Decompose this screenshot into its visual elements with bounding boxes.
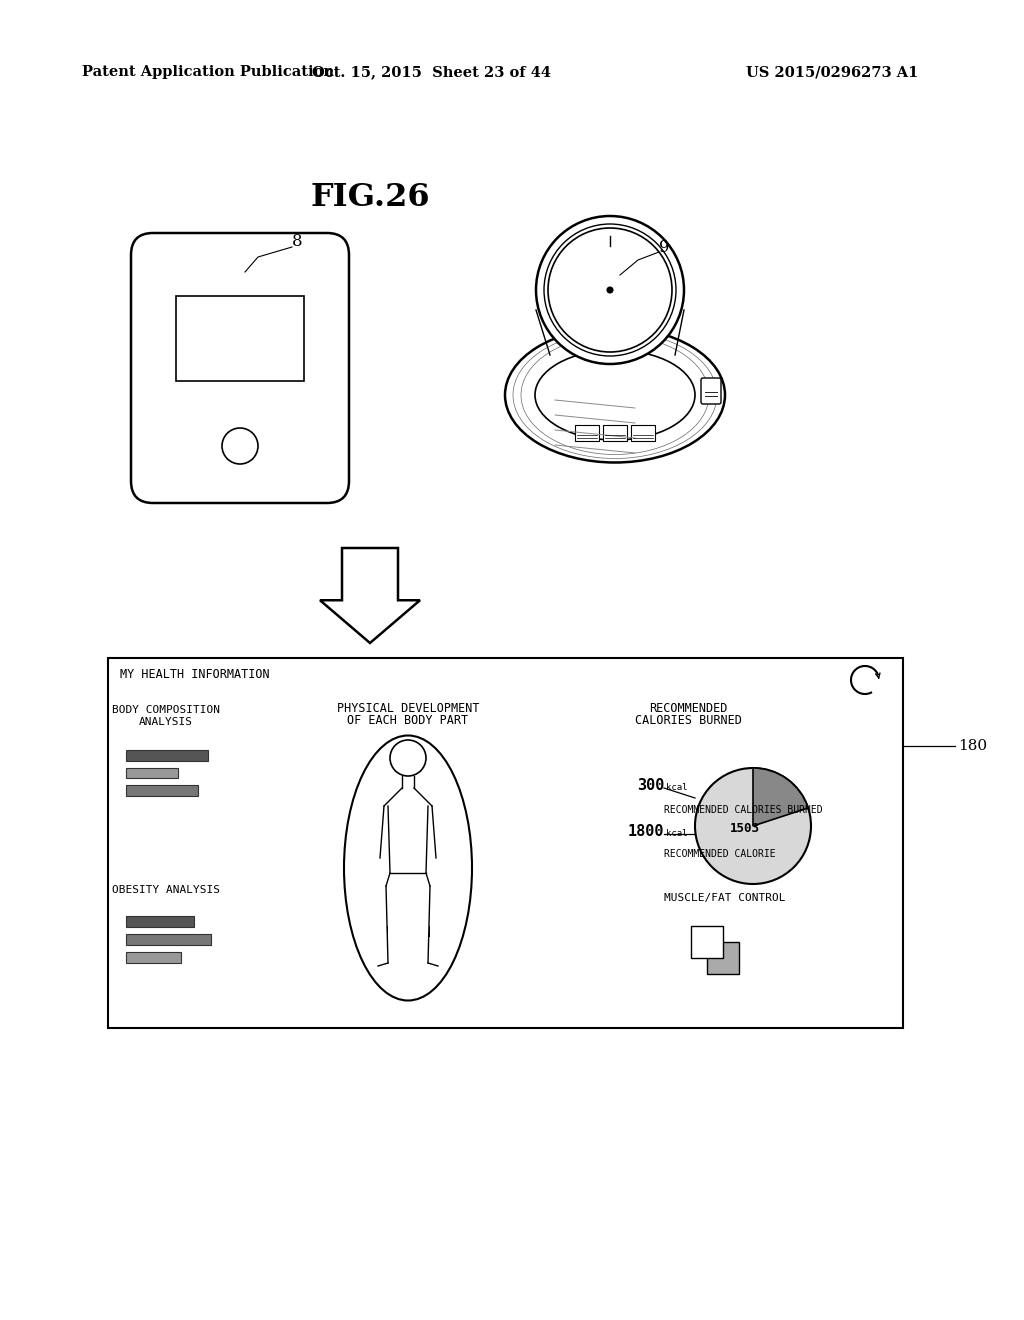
Text: CALORIES BURNED: CALORIES BURNED: [635, 714, 741, 727]
Circle shape: [548, 228, 672, 352]
Bar: [707, 942, 739, 974]
Text: 300: 300: [637, 779, 664, 793]
Text: Oct. 15, 2015  Sheet 23 of 44: Oct. 15, 2015 Sheet 23 of 44: [312, 65, 552, 79]
Circle shape: [695, 768, 811, 884]
Text: 180: 180: [958, 739, 987, 752]
Bar: [126, 952, 181, 964]
Text: FIG.26: FIG.26: [310, 182, 430, 214]
Bar: [126, 768, 178, 777]
Text: kcal: kcal: [666, 783, 687, 792]
Text: Patent Application Publication: Patent Application Publication: [82, 65, 334, 79]
Text: MUSCLE/FAT CONTROL: MUSCLE/FAT CONTROL: [664, 894, 785, 903]
Text: RECOMMENDED: RECOMMENDED: [649, 701, 727, 714]
Text: kcal: kcal: [666, 829, 687, 838]
Text: MY HEALTH INFORMATION: MY HEALTH INFORMATION: [120, 668, 269, 681]
FancyBboxPatch shape: [131, 234, 349, 503]
Text: OBESITY ANALYSIS: OBESITY ANALYSIS: [112, 884, 220, 895]
Text: 8: 8: [292, 234, 302, 251]
Text: RECOMMENDED CALORIES BURNED: RECOMMENDED CALORIES BURNED: [664, 805, 822, 814]
Text: BODY COMPOSITION: BODY COMPOSITION: [112, 705, 220, 715]
Bar: [126, 785, 198, 796]
Text: PHYSICAL DEVELOPMENT: PHYSICAL DEVELOPMENT: [337, 701, 479, 714]
Text: 1503: 1503: [730, 821, 760, 834]
Bar: [603, 425, 627, 441]
Circle shape: [607, 286, 613, 293]
Text: 1800: 1800: [628, 825, 664, 840]
Wedge shape: [753, 768, 808, 826]
Circle shape: [544, 224, 676, 356]
FancyBboxPatch shape: [701, 378, 721, 404]
Bar: [126, 935, 211, 945]
Ellipse shape: [535, 350, 695, 440]
Circle shape: [222, 428, 258, 465]
Bar: [108, 657, 903, 1028]
Text: RECOMMENDED CALORIE: RECOMMENDED CALORIE: [664, 849, 775, 859]
Text: 9: 9: [658, 239, 670, 256]
Text: US 2015/0296273 A1: US 2015/0296273 A1: [746, 65, 919, 79]
Bar: [176, 296, 304, 381]
Text: ANALYSIS: ANALYSIS: [139, 717, 193, 727]
Bar: [126, 750, 208, 762]
Bar: [126, 916, 194, 927]
Circle shape: [536, 216, 684, 364]
Ellipse shape: [505, 327, 725, 462]
Ellipse shape: [344, 735, 472, 1001]
Bar: [575, 425, 599, 441]
Text: OF EACH BODY PART: OF EACH BODY PART: [347, 714, 469, 727]
Bar: [631, 425, 655, 441]
Polygon shape: [319, 548, 420, 643]
Bar: [691, 927, 723, 958]
